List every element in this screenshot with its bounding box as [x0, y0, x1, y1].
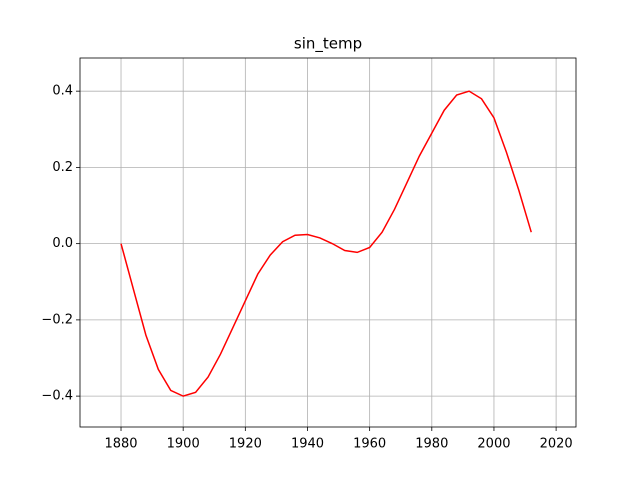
y-tick-label: −0.4	[41, 389, 73, 404]
y-tick-label: 0.0	[52, 236, 73, 251]
x-tick-label: 1880	[104, 437, 137, 452]
y-tick-label: −0.2	[41, 312, 73, 327]
x-tick-label: 2000	[477, 437, 510, 452]
plot-frame	[79, 57, 577, 428]
y-tick-label: 0.2	[52, 160, 73, 175]
chart-title: sin_temp	[294, 35, 362, 54]
x-tick-label: 2020	[540, 437, 573, 452]
x-tick-label: 1960	[353, 437, 386, 452]
data-line	[120, 90, 532, 397]
x-tick-label: 1940	[291, 437, 324, 452]
x-tick-label: 1920	[229, 437, 262, 452]
y-tick-label: 0.4	[52, 84, 73, 99]
x-tick-label: 1900	[167, 437, 200, 452]
x-tick-label: 1980	[415, 437, 448, 452]
